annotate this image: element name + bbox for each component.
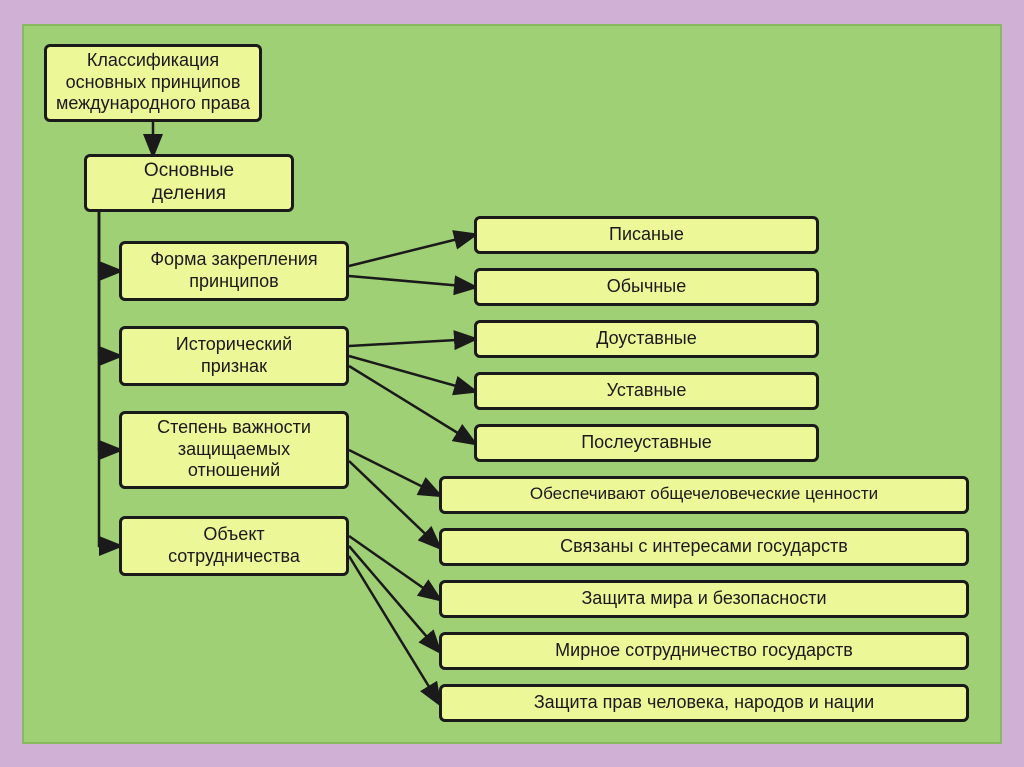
edge-cat2-r4 xyxy=(349,356,474,391)
node-r9: Мирное сотрудничество государств xyxy=(439,632,969,670)
node-r4: Уставные xyxy=(474,372,819,410)
node-cat1: Форма закрепленияпринципов xyxy=(119,241,349,301)
edge-main-cat2 xyxy=(99,212,119,356)
edge-cat2-r3 xyxy=(349,339,474,346)
node-main: Основныеделения xyxy=(84,154,294,212)
node-r1: Писаные xyxy=(474,216,819,254)
node-r10: Защита прав человека, народов и нации xyxy=(439,684,969,722)
edge-cat4-r10 xyxy=(349,556,439,703)
edge-cat3-r7 xyxy=(349,461,439,547)
edge-cat1-r1 xyxy=(349,235,474,266)
node-r7: Связаны с интересами государств xyxy=(439,528,969,566)
edge-cat3-r6 xyxy=(349,450,439,495)
edge-cat4-r8 xyxy=(349,536,439,599)
edge-main-cat3 xyxy=(99,212,119,450)
node-cat3: Степень важностизащищаемыхотношений xyxy=(119,411,349,489)
edge-cat1-r2 xyxy=(349,276,474,287)
node-r5: Послеуставные xyxy=(474,424,819,462)
edge-cat4-r9 xyxy=(349,546,439,651)
node-cat2: Историческийпризнак xyxy=(119,326,349,386)
edge-main-cat4 xyxy=(99,212,119,546)
node-r6: Обеспечивают общечеловеческие ценности xyxy=(439,476,969,514)
diagram-canvas: Классификацияосновных принциповмеждунаро… xyxy=(22,24,1002,744)
node-r3: Доуставные xyxy=(474,320,819,358)
node-cat4: Объектсотрудничества xyxy=(119,516,349,576)
node-r8: Защита мира и безопасности xyxy=(439,580,969,618)
edge-main-cat1 xyxy=(99,212,119,271)
node-title: Классификацияосновных принциповмеждунаро… xyxy=(44,44,262,122)
edge-cat2-r5 xyxy=(349,366,474,443)
node-r2: Обычные xyxy=(474,268,819,306)
